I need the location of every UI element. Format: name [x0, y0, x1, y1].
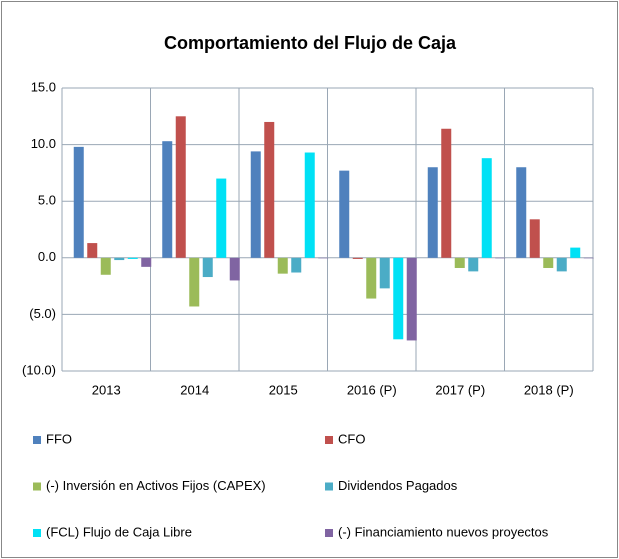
chart-title: Comportamiento del Flujo de Caja [164, 33, 457, 53]
bar [441, 128, 452, 258]
y-tick-label: (10.0) [22, 362, 56, 377]
bar [87, 243, 98, 258]
bar [556, 257, 567, 272]
bar [318, 257, 329, 259]
bar [366, 257, 377, 299]
bar [189, 257, 200, 307]
bar [73, 146, 84, 258]
legend-swatch [325, 529, 333, 537]
bar [100, 257, 111, 275]
x-tick-label: 2015 [269, 382, 298, 397]
bar [379, 257, 390, 289]
legend-label: (-) Inversión en Activos Fijos (CAPEX) [46, 478, 266, 493]
legend-swatch [33, 529, 41, 537]
bar [468, 257, 479, 272]
bar [291, 257, 302, 273]
bar [516, 167, 527, 258]
bar [427, 167, 438, 258]
bar [454, 257, 465, 268]
legend-label: (FCL) Flujo de Caja Libre [46, 524, 192, 539]
y-tick-label: 10.0 [31, 136, 56, 151]
legend-label: CFO [338, 431, 365, 446]
bar [583, 257, 594, 259]
legend-swatch [325, 482, 333, 491]
x-tick-label: 2018 (P) [524, 382, 574, 397]
bar [264, 121, 275, 258]
bar [114, 257, 125, 261]
legend-swatch [33, 436, 41, 444]
legend-label: (-) Financiamiento nuevos proyectos [338, 524, 549, 539]
bar [127, 257, 138, 259]
bar [393, 257, 404, 340]
y-tick-label: 5.0 [38, 193, 56, 208]
bar [277, 257, 288, 274]
legend-label: FFO [46, 431, 72, 446]
legend-swatch [325, 436, 333, 444]
bar [352, 257, 363, 259]
bar [229, 257, 240, 281]
x-tick-label: 2017 (P) [435, 382, 485, 397]
bar [570, 247, 581, 258]
bar [250, 151, 261, 258]
bar [529, 219, 540, 258]
legend-swatch [33, 482, 41, 491]
bar [162, 141, 173, 258]
bar [543, 257, 554, 268]
bar [304, 152, 315, 258]
bar [495, 257, 506, 259]
y-tick-label: 15.0 [31, 79, 56, 94]
legend-label: Dividendos Pagados [338, 478, 458, 493]
x-tick-label: 2016 (P) [347, 382, 397, 397]
y-tick-label: 0.0 [38, 249, 56, 264]
bar [481, 158, 492, 258]
bar [175, 116, 186, 258]
bar [216, 178, 227, 258]
bar [202, 257, 213, 278]
y-tick-label: (5.0) [29, 306, 56, 321]
x-tick-label: 2013 [92, 382, 121, 397]
bar [141, 257, 152, 267]
bar [339, 170, 350, 258]
x-tick-label: 2014 [180, 382, 209, 397]
bar [406, 257, 417, 341]
